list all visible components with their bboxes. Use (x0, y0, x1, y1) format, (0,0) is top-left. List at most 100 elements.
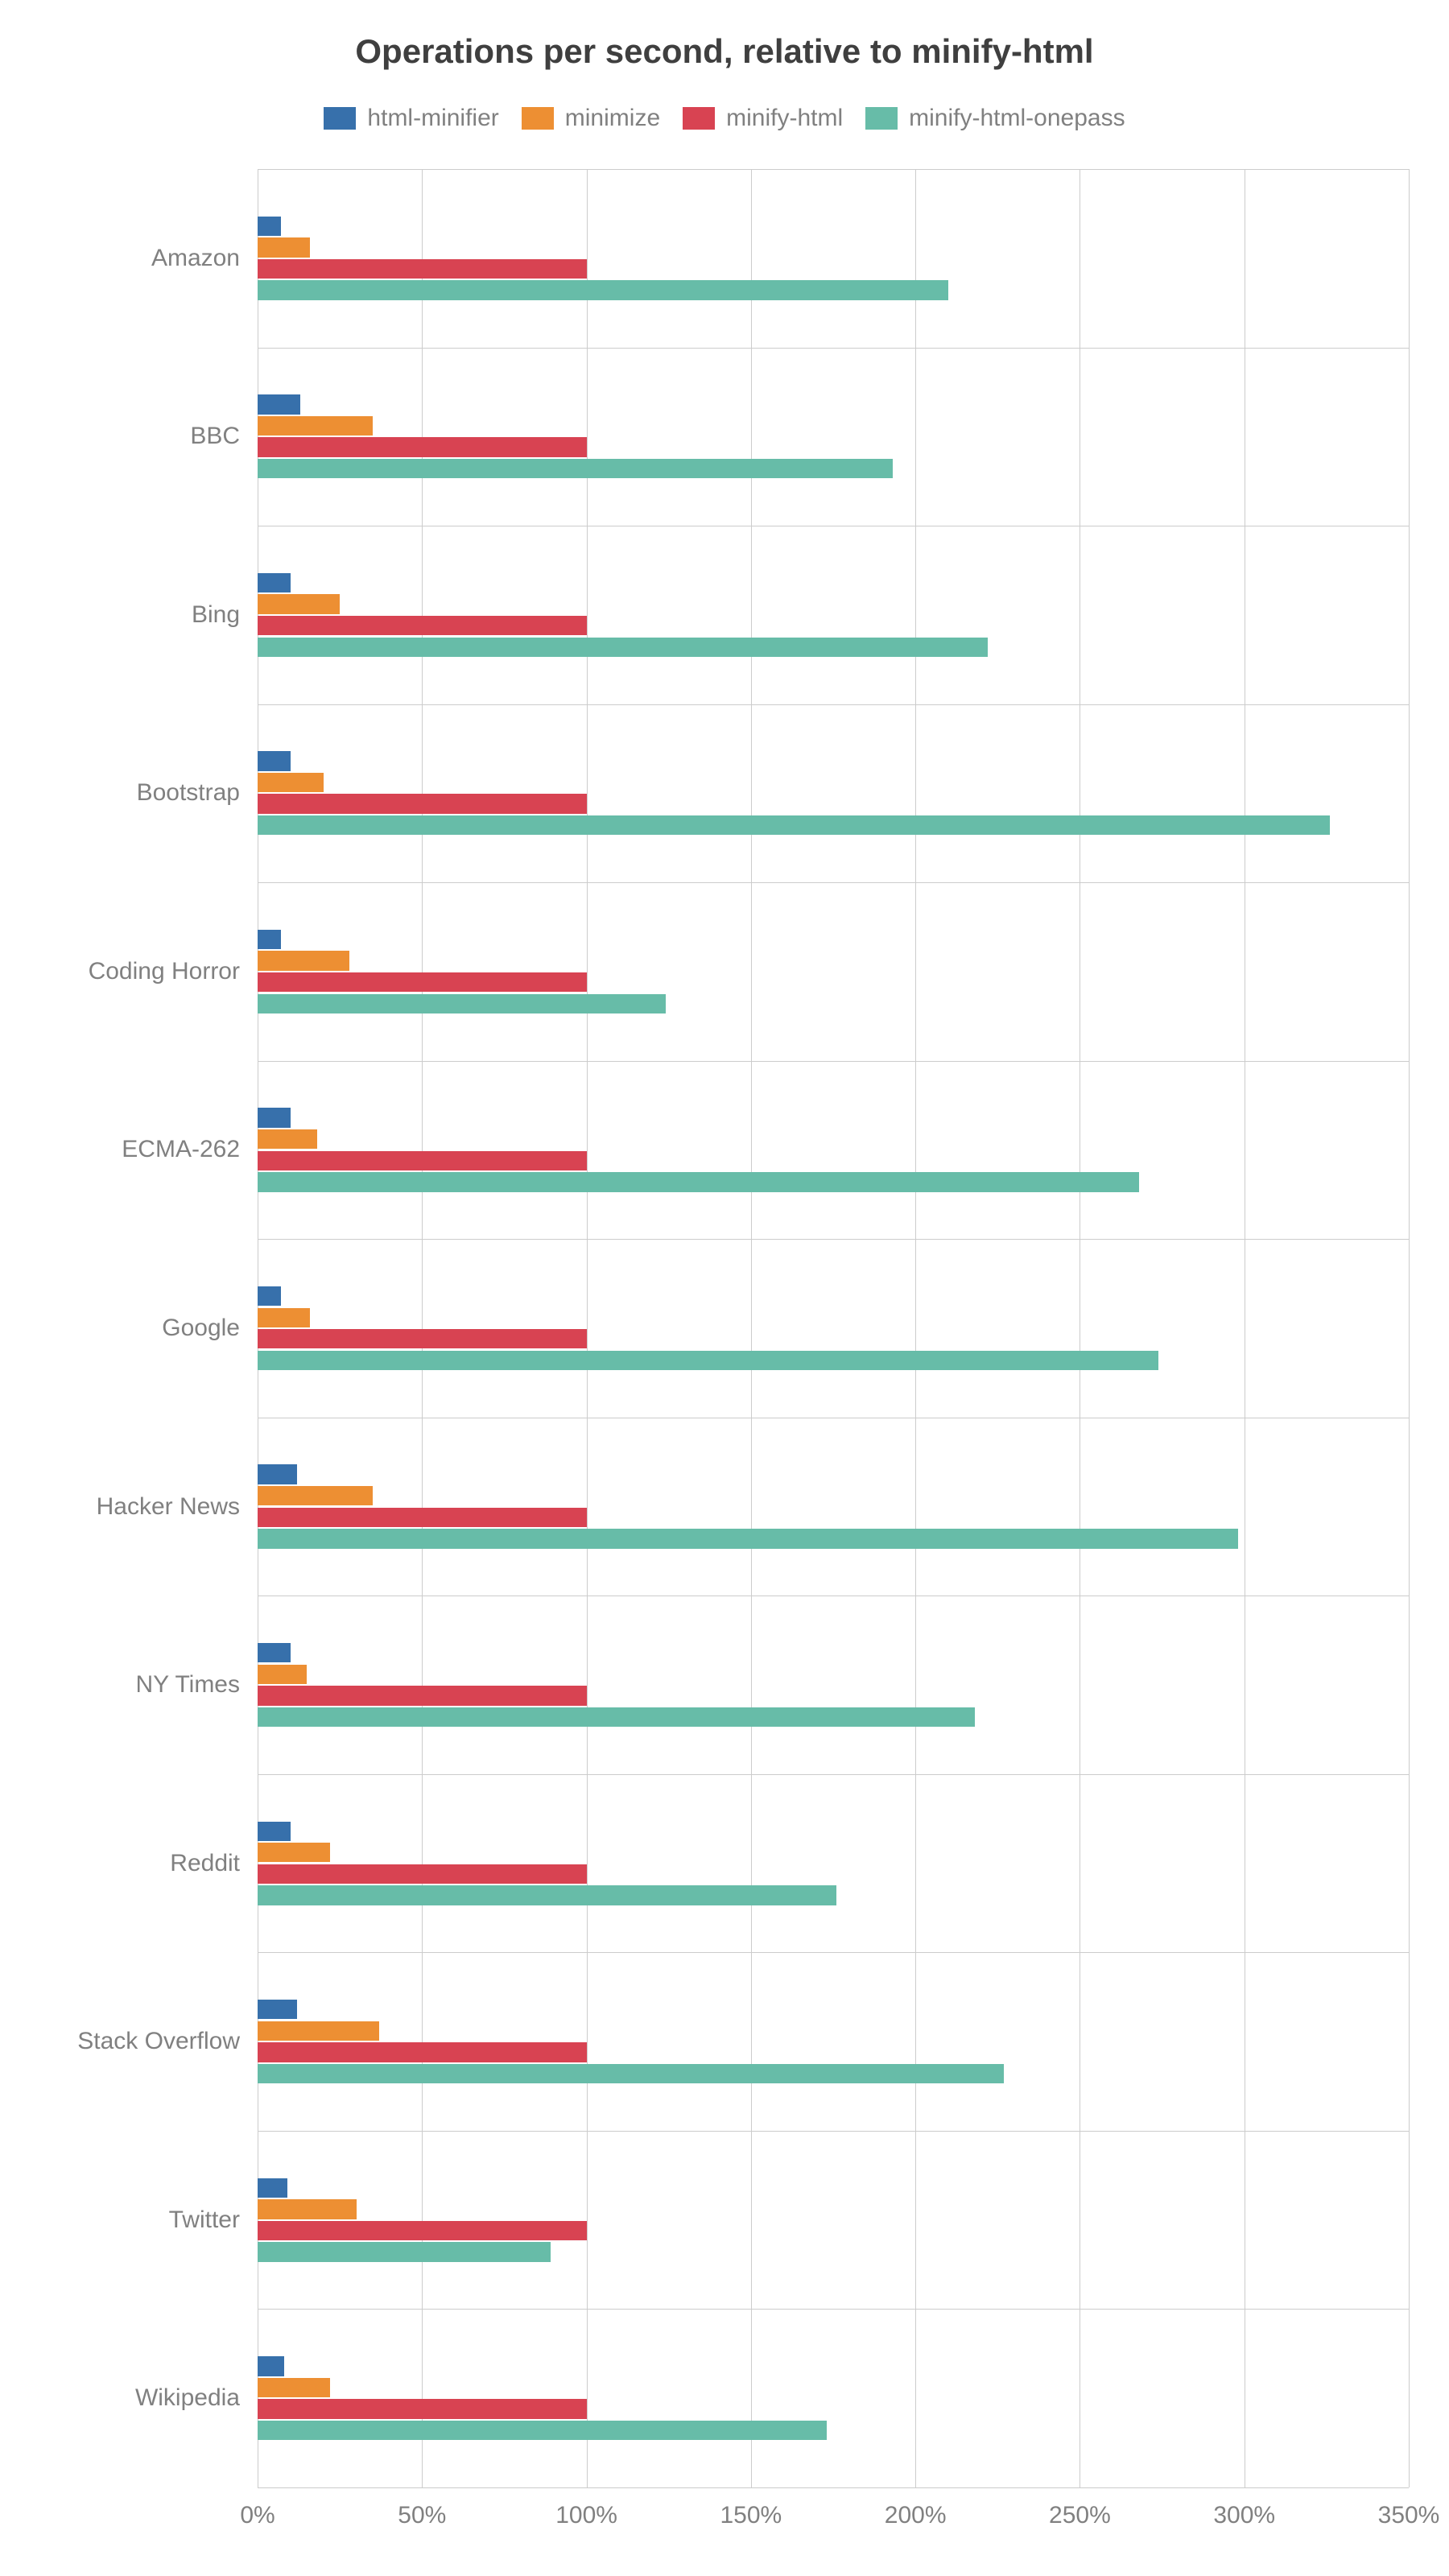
bar (258, 638, 988, 657)
category-label: Amazon (151, 245, 258, 272)
bar (258, 1151, 587, 1170)
group-separator (258, 2131, 1409, 2132)
category-label: NY Times (136, 1671, 258, 1699)
legend-item: minify-html-onepass (865, 105, 1125, 132)
category-label: Bing (192, 601, 258, 629)
group-separator (258, 882, 1409, 883)
bar (258, 794, 587, 813)
bar (258, 1464, 297, 1484)
bar (258, 1707, 975, 1727)
group-separator (258, 704, 1409, 705)
grid-line (422, 169, 423, 2487)
bar (258, 459, 893, 478)
bar (258, 594, 340, 613)
bar (258, 2042, 587, 2062)
legend-item: minify-html (683, 105, 843, 132)
grid-line (587, 169, 588, 2487)
legend-swatch (865, 107, 898, 130)
bar (258, 930, 281, 949)
bar (258, 972, 587, 992)
group-separator (258, 348, 1409, 349)
bar (258, 2242, 551, 2261)
bar (258, 1172, 1139, 1191)
bar (258, 2421, 827, 2440)
bar (258, 217, 281, 236)
bar (258, 573, 291, 592)
bar (258, 2064, 1004, 2083)
group-separator (258, 1774, 1409, 1775)
bar (258, 1665, 307, 1684)
bar (258, 237, 310, 257)
x-tick-label: 300% (1213, 2502, 1275, 2529)
group-separator (258, 1952, 1409, 1953)
x-tick-label: 200% (885, 2502, 947, 2529)
grid-line (751, 169, 752, 2487)
category-label: Stack Overflow (77, 2028, 258, 2055)
bar (258, 1286, 281, 1306)
legend-item: minimize (522, 105, 660, 132)
bar (258, 2178, 287, 2198)
group-separator (258, 2309, 1409, 2310)
category-label: ECMA-262 (122, 1136, 258, 1163)
plot-area: AmazonBBCBingBootstrapCoding HorrorECMA-… (258, 169, 1409, 2487)
grid-line (915, 169, 916, 2487)
bar (258, 1843, 330, 1862)
legend-label: minimize (565, 105, 660, 132)
bar (258, 2378, 330, 2397)
bar (258, 1129, 317, 1149)
bar (258, 1508, 587, 1527)
group-separator (258, 169, 1409, 170)
bar (258, 1329, 587, 1348)
bar (258, 259, 587, 279)
bar (258, 1486, 373, 1505)
bar (258, 1351, 1158, 1370)
x-tick-label: 150% (720, 2502, 782, 2529)
bar (258, 994, 666, 1013)
x-axis: 0%50%100%150%200%250%300%350% (258, 2502, 1409, 2542)
x-tick-label: 350% (1378, 2502, 1440, 2529)
category-label: Coding Horror (89, 958, 258, 985)
grid-line (1409, 169, 1410, 2487)
chart-title: Operations per second, relative to minif… (0, 32, 1449, 71)
bar (258, 2199, 357, 2219)
bar (258, 751, 291, 770)
x-tick-label: 250% (1049, 2502, 1111, 2529)
legend-label: minify-html (726, 105, 843, 132)
bar (258, 394, 300, 414)
category-label: Hacker News (97, 1493, 258, 1521)
bar (258, 2000, 297, 2019)
bar (258, 437, 587, 456)
group-separator (258, 2487, 1409, 2488)
bar (258, 1643, 291, 1662)
bar (258, 616, 587, 635)
x-tick-label: 50% (398, 2502, 446, 2529)
category-label: Reddit (170, 1850, 258, 1877)
category-label: Wikipedia (135, 2384, 258, 2412)
category-label: BBC (190, 423, 258, 450)
category-label: Bootstrap (137, 779, 258, 807)
legend-swatch (522, 107, 554, 130)
legend-item: html-minifier (324, 105, 498, 132)
bar (258, 773, 324, 792)
group-separator (258, 1239, 1409, 1240)
legend-swatch (324, 107, 356, 130)
group-separator (258, 1061, 1409, 1062)
bar (258, 951, 349, 970)
bar (258, 1529, 1238, 1548)
bar (258, 1864, 587, 1884)
bar (258, 2356, 284, 2376)
bar (258, 2021, 379, 2041)
legend-label: html-minifier (367, 105, 498, 132)
bar (258, 2221, 587, 2240)
legend-label: minify-html-onepass (909, 105, 1125, 132)
bar (258, 1885, 836, 1905)
bar (258, 2399, 587, 2418)
bar (258, 815, 1330, 835)
bar (258, 1308, 310, 1327)
legend-swatch (683, 107, 715, 130)
bar (258, 416, 373, 436)
bar (258, 1108, 291, 1127)
category-label: Google (162, 1315, 258, 1342)
bar (258, 1686, 587, 1705)
bar (258, 280, 948, 299)
